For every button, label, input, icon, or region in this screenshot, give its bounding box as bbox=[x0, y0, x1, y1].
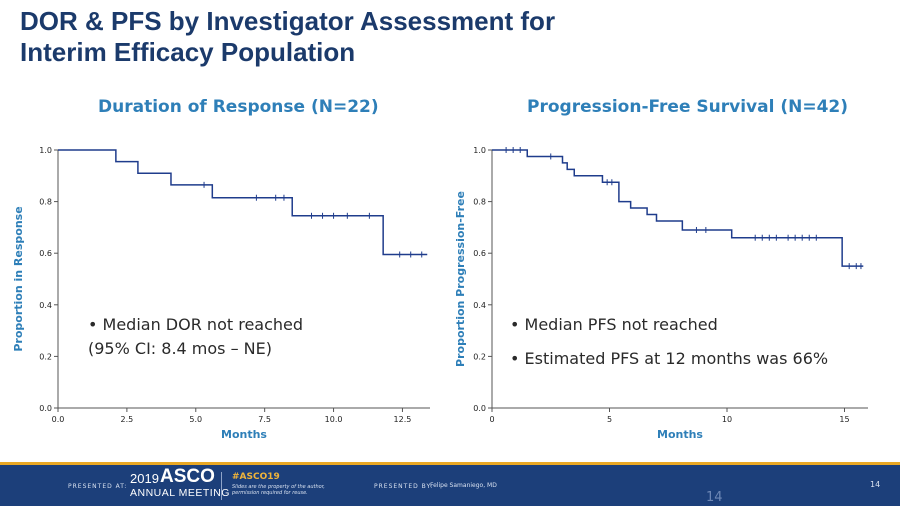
footer-hashtag: #ASCO19 bbox=[232, 472, 280, 482]
pfs-x-tick-label: 15 bbox=[839, 415, 849, 424]
dor-chart-svg: 0.0 0.2 0.4 0.6 0.8 1.0 0.0 2.5 5.0 7.5 10.0 12.5 Mo… bbox=[12, 146, 430, 441]
footer-bar bbox=[0, 462, 900, 506]
dor-x-tick-label: 12.5 bbox=[394, 415, 412, 424]
dor-y-tick-label: 0.0 bbox=[39, 404, 52, 413]
slide-title-line-1: DOR & PFS by Investigator Assessment for bbox=[20, 6, 556, 36]
slide-title: DOR & PFS by Investigator Assessment for… bbox=[20, 6, 780, 68]
pfs-kaplan-meier-chart: 0.0 0.2 0.4 0.6 0.8 1.0 0 5 10 15 Months Proportion… bbox=[450, 132, 890, 452]
pfs-x-tick-label: 10 bbox=[722, 415, 732, 424]
footer-slides-note: Slides are the property of the author, p… bbox=[232, 484, 325, 496]
footer-presented-at: PRESENTED AT: bbox=[68, 483, 128, 490]
dor-y-tick-label: 0.2 bbox=[39, 352, 52, 361]
footer-year: 2019 bbox=[130, 471, 159, 486]
pfs-x-tick-label: 5 bbox=[607, 415, 612, 424]
footer-presenter: Felipe Samaniego, MD bbox=[430, 482, 497, 489]
footer-accent-stripe bbox=[0, 462, 900, 465]
dor-x-tick-label: 10.0 bbox=[325, 415, 343, 424]
dor-y-tick-label: 0.8 bbox=[39, 198, 52, 207]
dor-x-axis-label: Months bbox=[221, 428, 267, 441]
pfs-note: • Median PFS not reached bbox=[510, 315, 718, 334]
pfs-x-axis-label: Months bbox=[657, 428, 703, 441]
footer-divider bbox=[221, 472, 222, 500]
dor-y-tick-label: 0.4 bbox=[39, 301, 52, 310]
pfs-note: • Estimated PFS at 12 months was 66% bbox=[510, 349, 828, 368]
dor-survival-curve bbox=[58, 149, 428, 256]
pfs-y-tick-label: 0.2 bbox=[473, 352, 486, 361]
dor-y-tick-label: 1.0 bbox=[39, 146, 52, 155]
pfs-y-tick-label: 0.8 bbox=[473, 198, 486, 207]
asco-logo: ASCO bbox=[160, 466, 215, 487]
footer-presented-by: PRESENTED BY: bbox=[374, 483, 434, 490]
dor-x-tick-label: 2.5 bbox=[121, 415, 134, 424]
pfs-chart-title: Progression-Free Survival (N=42) bbox=[527, 97, 848, 117]
footer-meeting: ANNUAL MEETING bbox=[130, 487, 230, 499]
dor-chart-title: Duration of Response (N=22) bbox=[98, 97, 379, 117]
dor-kaplan-meier-chart: 0.0 0.2 0.4 0.6 0.8 1.0 0.0 2.5 5.0 7.5 10.0 12.5 Mo… bbox=[8, 132, 438, 452]
dor-x-tick-label: 0.0 bbox=[52, 415, 65, 424]
dor-y-axis-label: Proportion in Response bbox=[12, 206, 25, 351]
pfs-x-tick-label: 0 bbox=[489, 415, 494, 424]
dor-note: (95% CI: 8.4 mos – NE) bbox=[88, 339, 272, 358]
footer-page-number: 14 bbox=[870, 480, 881, 489]
pfs-y-tick-label: 0.4 bbox=[473, 301, 486, 310]
pfs-y-tick-label: 1.0 bbox=[473, 146, 486, 155]
pfs-chart-svg: 0.0 0.2 0.4 0.6 0.8 1.0 0 5 10 15 Months Proportion… bbox=[454, 146, 868, 441]
pfs-survival-curve bbox=[492, 149, 864, 267]
pfs-y-tick-label: 0.6 bbox=[473, 249, 486, 258]
dor-y-tick-label: 0.6 bbox=[39, 249, 52, 258]
slide-title-line-2: Interim Efficacy Population bbox=[20, 37, 356, 67]
dor-note: • Median DOR not reached bbox=[88, 315, 303, 334]
dor-x-tick-label: 7.5 bbox=[258, 415, 271, 424]
page-number-lower: 14 bbox=[706, 490, 723, 505]
dor-x-tick-label: 5.0 bbox=[189, 415, 202, 424]
pfs-y-tick-label: 0.0 bbox=[473, 404, 486, 413]
pfs-y-axis-label: Proportion Progression-Free bbox=[454, 191, 467, 367]
